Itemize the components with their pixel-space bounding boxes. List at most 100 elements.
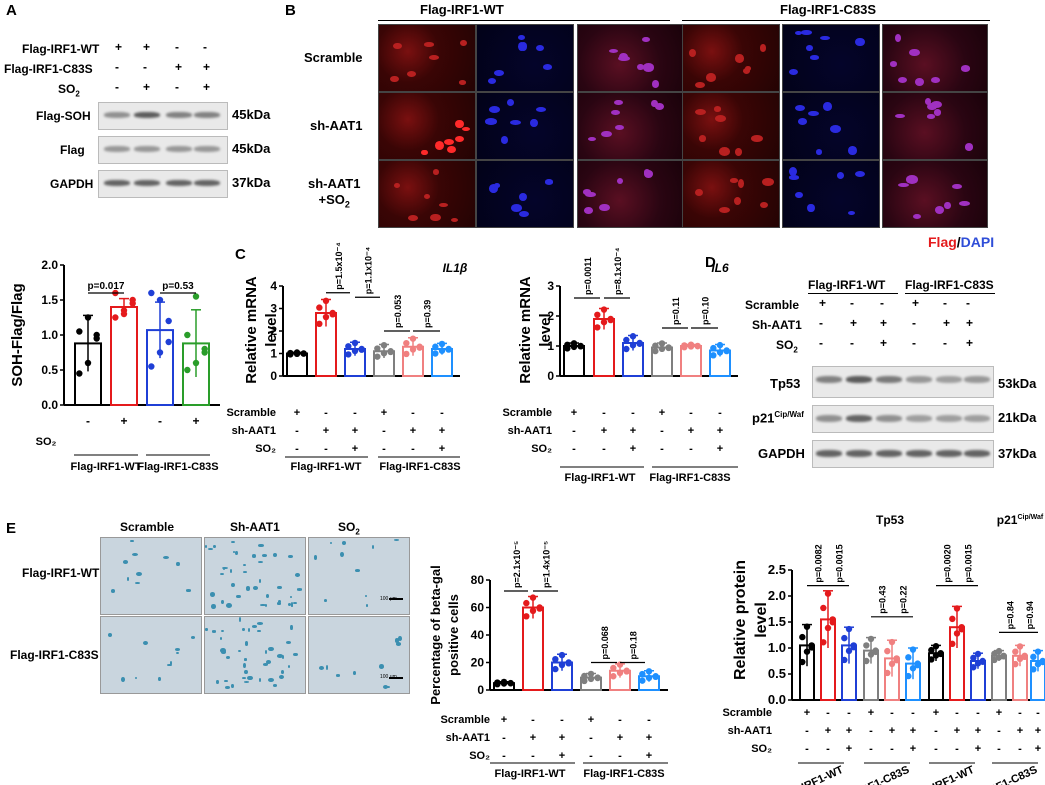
stain-dot (243, 658, 248, 661)
cell-nucleus (423, 193, 431, 199)
stain-dot (219, 636, 223, 640)
data-point (710, 344, 717, 352)
data-point (76, 328, 83, 335)
data-point (300, 350, 307, 357)
data-point (893, 657, 900, 664)
stain-dot (364, 594, 368, 597)
data-point (380, 341, 388, 349)
p-value: p=0.0015 (964, 544, 974, 582)
cell-nucleus (393, 182, 400, 189)
cell-nucleus (794, 105, 805, 112)
stain-dot (287, 554, 294, 559)
cell-nucleus (390, 75, 399, 83)
cell-nucleus (518, 192, 527, 201)
stain-dot (167, 663, 172, 667)
y-tick-label: 1 (547, 339, 554, 353)
p-value: p=0.22 (899, 586, 909, 614)
data-point (523, 599, 530, 607)
stain-dot (280, 669, 284, 675)
y-tick-label: 2 (270, 324, 277, 338)
sign-mark: + (912, 296, 920, 310)
y-tick-label: 60 (471, 601, 485, 615)
micrograph (476, 160, 574, 228)
stain-dot (382, 684, 389, 690)
stain-dot (281, 654, 284, 659)
stain-dot (220, 629, 224, 633)
sign-mark: + (943, 316, 951, 330)
stain-dot (205, 544, 208, 549)
col-label: SO2 (338, 520, 360, 537)
blot-band (876, 415, 902, 422)
cell-nucleus (926, 114, 936, 119)
micrograph (378, 24, 476, 92)
data-point (820, 604, 827, 612)
data-point (863, 657, 870, 665)
sign-mark: - (912, 316, 916, 330)
sign-mark: + (601, 425, 607, 437)
cell-nucleus (807, 110, 820, 117)
blot-p21 (812, 405, 994, 433)
group-label: Flag-IRF1-WT (776, 764, 846, 785)
data-point (500, 678, 508, 686)
stain-dot (395, 642, 402, 646)
cell-nucleus (428, 55, 439, 61)
y-tick-label: 0.0 (41, 398, 58, 412)
data-point (623, 336, 630, 344)
sign-mark: + (825, 725, 831, 737)
cell-nucleus (438, 202, 449, 208)
p-value: p=1.5x10⁻⁴ (334, 242, 344, 289)
data-point (824, 590, 832, 597)
sign-mark: - (934, 725, 938, 737)
row-label: sh-AAT1 (446, 732, 490, 744)
data-point (192, 359, 200, 367)
data-point (949, 640, 956, 648)
y-tick-label: 2 (547, 309, 554, 323)
sign-mark: - (618, 714, 622, 726)
cell-nucleus (488, 78, 497, 84)
cell-nucleus (429, 213, 441, 222)
cell-nucleus (406, 70, 417, 77)
y-axis-title: SOH-Flag/Flag (9, 283, 26, 386)
panel-label-a: A (6, 2, 17, 19)
cell-nucleus (655, 103, 664, 111)
data-point (570, 340, 578, 347)
sign-mark: + (143, 40, 151, 54)
data-point (937, 650, 944, 658)
cell-nucleus (616, 177, 624, 185)
cell-nucleus (651, 99, 658, 108)
sign-mark: + (115, 40, 123, 54)
sign-mark: + (439, 425, 445, 437)
stain-dot (246, 586, 251, 591)
stain-dot (296, 588, 303, 591)
data-point (438, 340, 446, 348)
micrograph (882, 160, 988, 228)
data-point (652, 347, 659, 355)
cell-nucleus (895, 113, 905, 119)
cell-nucleus (737, 178, 744, 188)
stain-dot (353, 671, 356, 675)
scale-bar (389, 677, 403, 679)
chart-title: IL1β (443, 261, 468, 275)
row-label: Flag-IRF1-C83S (10, 648, 99, 662)
sign-mark: - (912, 336, 916, 350)
sign-mark: - (943, 336, 947, 350)
stain-dot (258, 543, 264, 547)
stain-dot (288, 665, 291, 668)
sign-mark: - (531, 714, 535, 726)
blot-label: Flag-SOH (36, 109, 91, 123)
sign-mark: - (560, 714, 564, 726)
sign-mark: + (352, 425, 358, 437)
y-tick-label: 0.5 (41, 363, 58, 377)
sign-mark: + (846, 743, 852, 755)
p-value: p=0.053 (393, 295, 403, 328)
sign-mark: - (203, 40, 207, 54)
stain-dot (169, 660, 172, 665)
data-point (928, 656, 935, 663)
cell-nucleus (924, 98, 931, 105)
data-point (1030, 666, 1037, 673)
p-value: p=0.11 (671, 297, 681, 325)
blot-band (876, 376, 902, 383)
y-tick-label: 1.5 (41, 293, 58, 307)
cell-nucleus (759, 43, 767, 52)
